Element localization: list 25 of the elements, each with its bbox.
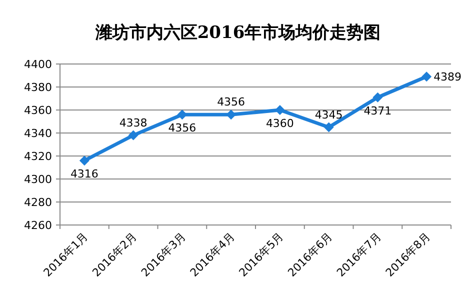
point <box>372 92 383 102</box>
point <box>226 110 236 120</box>
y-tick-label: 4380 <box>24 81 52 94</box>
point <box>324 122 334 132</box>
data-label: 4316 <box>70 168 98 181</box>
y-tick-label: 4260 <box>24 219 52 232</box>
point <box>274 105 285 115</box>
y-tick-label: 4400 <box>24 58 52 71</box>
data-label: 4389 <box>434 70 462 84</box>
point <box>422 72 432 82</box>
point <box>79 156 90 166</box>
y-tick-label: 4300 <box>24 173 52 186</box>
point <box>128 130 138 140</box>
y-tick-label: 4280 <box>24 196 52 209</box>
data-label: 4345 <box>314 108 343 122</box>
y-tick-label: 4340 <box>24 127 52 140</box>
point <box>177 110 188 120</box>
chart-title: 潍坊市内六区2016年市场均价走势图 <box>94 23 381 43</box>
y-tick-label: 4360 <box>24 104 52 117</box>
data-label: 4356 <box>217 96 246 109</box>
data-label: 4356 <box>168 122 196 135</box>
data-label: 4360 <box>266 117 294 130</box>
data-label: 4371 <box>364 104 392 118</box>
y-tick-label: 4320 <box>24 150 52 163</box>
data-label: 4338 <box>119 116 148 130</box>
